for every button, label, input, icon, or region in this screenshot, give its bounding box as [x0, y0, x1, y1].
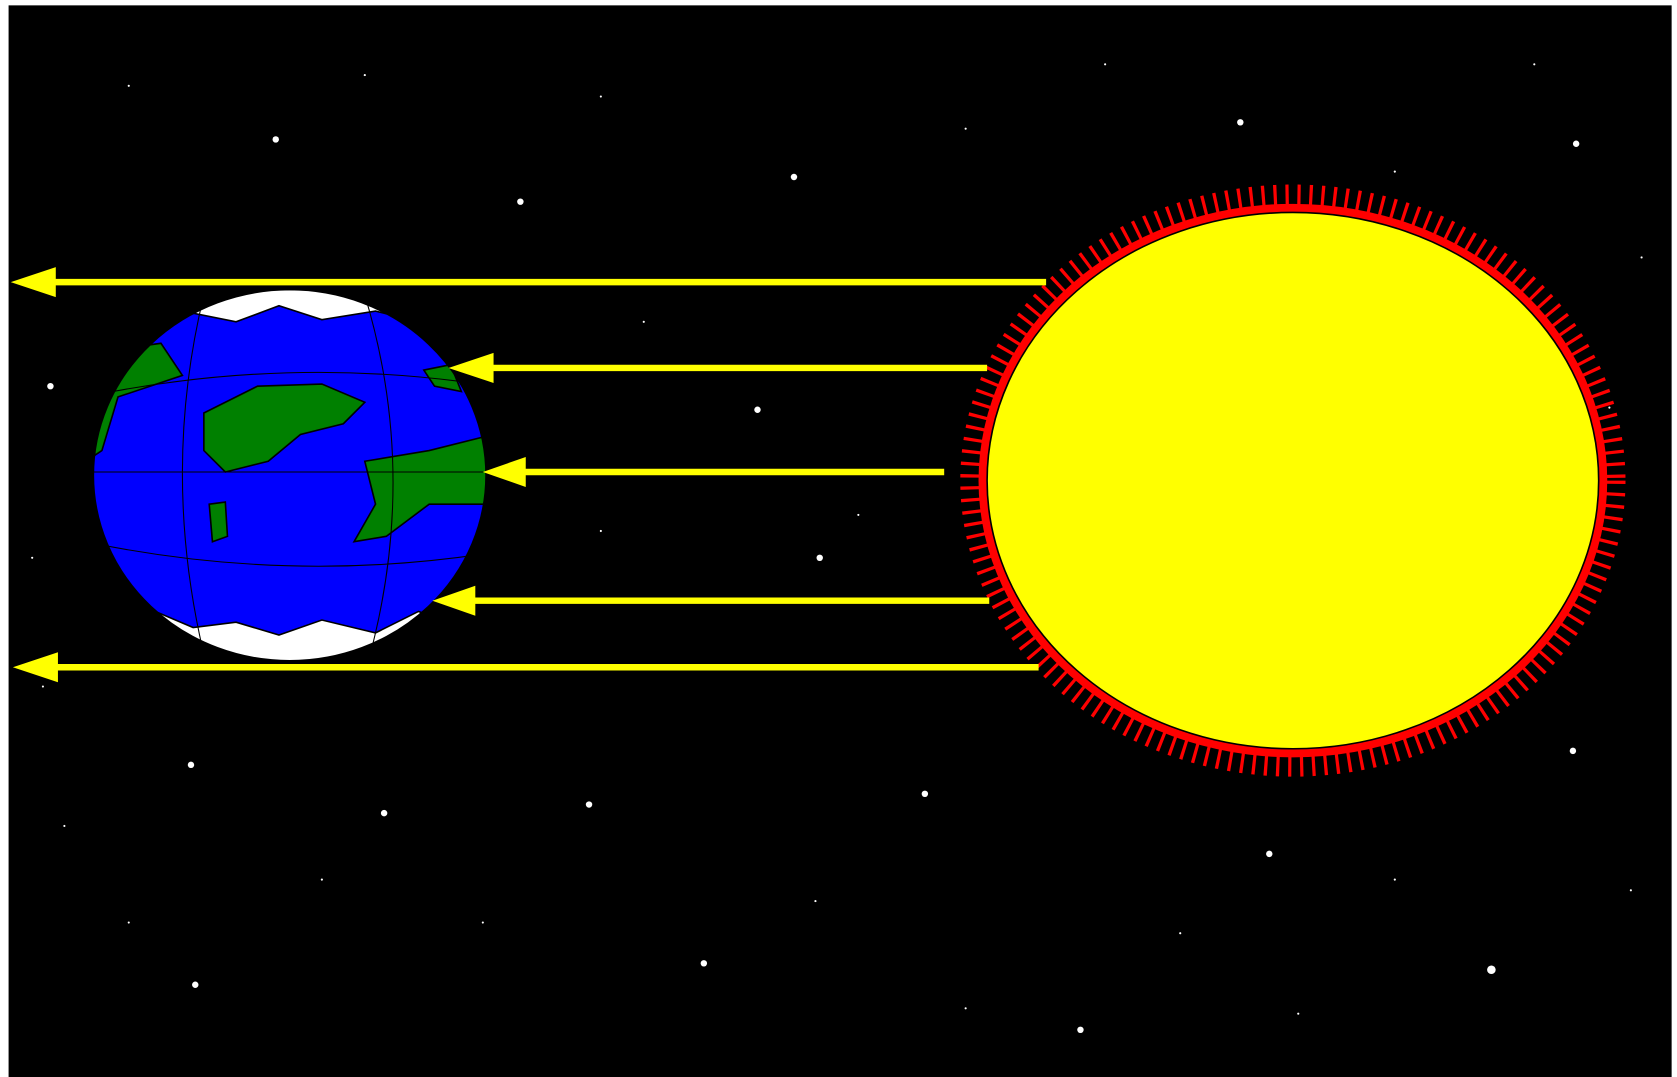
sun-rays [10, 267, 1047, 683]
land [203, 383, 367, 473]
sun-disc [986, 211, 1600, 750]
land [352, 433, 487, 543]
stars [31, 63, 1643, 1034]
sun [960, 184, 1626, 777]
arrowhead [10, 267, 56, 298]
arrowhead [432, 585, 476, 616]
grid [93, 294, 487, 655]
arrowhead [482, 456, 526, 488]
sun-flares [960, 184, 1626, 777]
earth-outline [92, 288, 487, 662]
arrowhead [12, 652, 58, 683]
arrowhead [448, 352, 494, 383]
land [208, 501, 229, 543]
